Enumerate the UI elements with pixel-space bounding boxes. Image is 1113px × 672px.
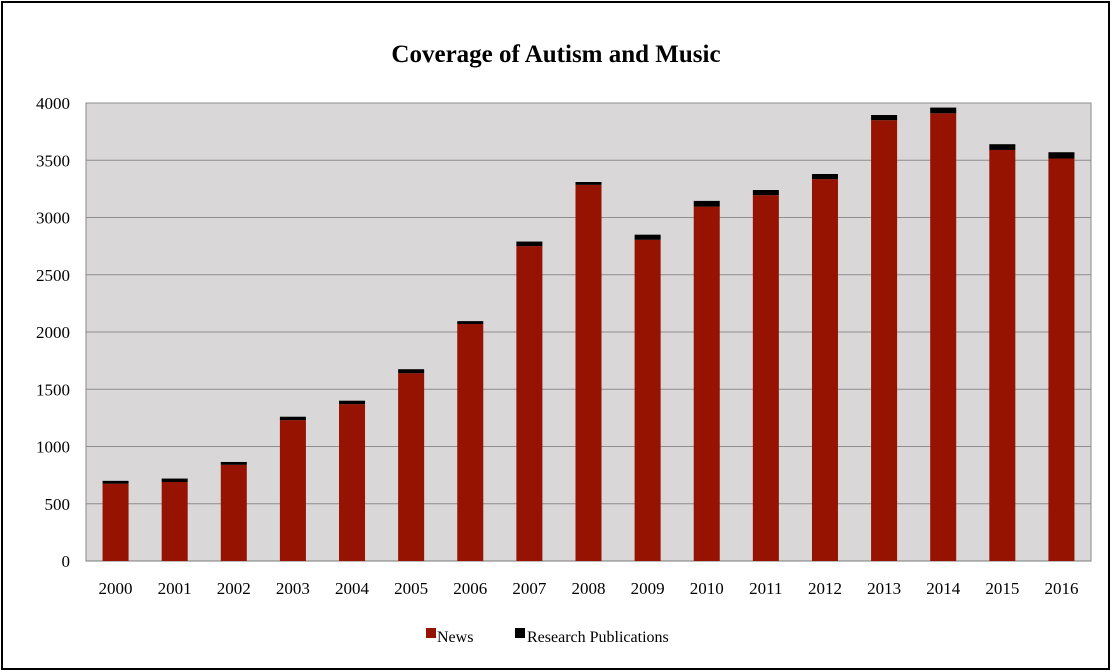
bar-news — [339, 404, 366, 561]
bar-research-publications — [279, 416, 306, 421]
legend: News Research Publications — [426, 628, 669, 646]
x-tick-label: 2007 — [512, 579, 547, 598]
bar-news — [930, 113, 957, 562]
bar-research-publications — [102, 480, 129, 484]
bar-news — [871, 120, 898, 562]
x-tick-label: 2008 — [572, 579, 606, 598]
x-tick-label: 2005 — [394, 579, 428, 598]
bar-research-publications — [871, 115, 898, 121]
bar-research-publications — [693, 200, 720, 207]
chart-title: Coverage of Autism and Music — [391, 41, 720, 68]
bar-news — [989, 149, 1016, 561]
x-tick-label: 2004 — [335, 579, 370, 598]
y-tick-label: 0 — [62, 552, 71, 571]
x-tick-label: 2016 — [1044, 579, 1078, 598]
bar-news — [752, 195, 779, 562]
y-tick-label: 3500 — [36, 151, 70, 170]
bar-news — [279, 420, 306, 561]
bar-research-publications — [989, 144, 1016, 150]
x-tick-label: 2003 — [276, 579, 310, 598]
x-tick-label: 2006 — [453, 579, 487, 598]
bar-research-publications — [516, 241, 543, 247]
legend-swatch-news — [426, 628, 436, 638]
bar-news — [811, 179, 838, 561]
x-tick-label: 2000 — [99, 579, 133, 598]
x-axis-ticks: 2000 2001 2002 2003 2004 2005 2006 2007 2008 2009… — [99, 579, 1079, 598]
x-tick-label: 2009 — [631, 579, 665, 598]
y-tick-label: 1500 — [36, 380, 70, 399]
bar-research-publications — [634, 234, 661, 240]
bar-research-publications — [220, 461, 247, 465]
y-axis-ticks: 0 500 1000 1500 2000 2500 3000 3500 4000 — [36, 94, 70, 571]
bar-news — [220, 464, 247, 561]
y-tick-label: 3000 — [36, 209, 70, 228]
y-tick-label: 2500 — [36, 266, 70, 285]
bar-research-publications — [1048, 152, 1075, 159]
bar-news — [457, 323, 484, 561]
x-tick-label: 2012 — [808, 579, 842, 598]
bar-research-publications — [339, 400, 366, 405]
bar-news — [1048, 158, 1075, 561]
legend-label-research-publications: Research Publications — [527, 629, 669, 646]
legend-label-news: News — [437, 629, 473, 646]
x-tick-label: 2013 — [867, 579, 901, 598]
bar-news — [398, 373, 425, 561]
bar-news — [161, 481, 188, 561]
x-tick-label: 2002 — [217, 579, 251, 598]
bar-research-publications — [398, 369, 425, 374]
bar-news — [693, 206, 720, 561]
x-tick-label: 2001 — [158, 579, 192, 598]
x-tick-label: 2010 — [690, 579, 724, 598]
legend-swatch-research-publications — [515, 628, 525, 638]
bars — [102, 107, 1075, 562]
x-tick-label: 2014 — [926, 579, 961, 598]
bar-news — [102, 483, 129, 561]
y-tick-label: 2000 — [36, 323, 70, 342]
bar-research-publications — [457, 321, 484, 324]
bar-research-publications — [161, 478, 188, 482]
x-tick-label: 2011 — [749, 579, 782, 598]
bar-research-publications — [752, 190, 779, 196]
bar-news — [575, 184, 602, 561]
y-tick-label: 4000 — [36, 94, 70, 113]
x-tick-label: 2015 — [985, 579, 1019, 598]
bar-research-publications — [930, 107, 957, 114]
bar-research-publications — [575, 182, 602, 185]
bar-news — [634, 239, 661, 561]
y-tick-label: 500 — [45, 495, 71, 514]
y-tick-label: 1000 — [36, 438, 70, 457]
bar-research-publications — [811, 173, 838, 180]
bar-news — [516, 246, 543, 561]
